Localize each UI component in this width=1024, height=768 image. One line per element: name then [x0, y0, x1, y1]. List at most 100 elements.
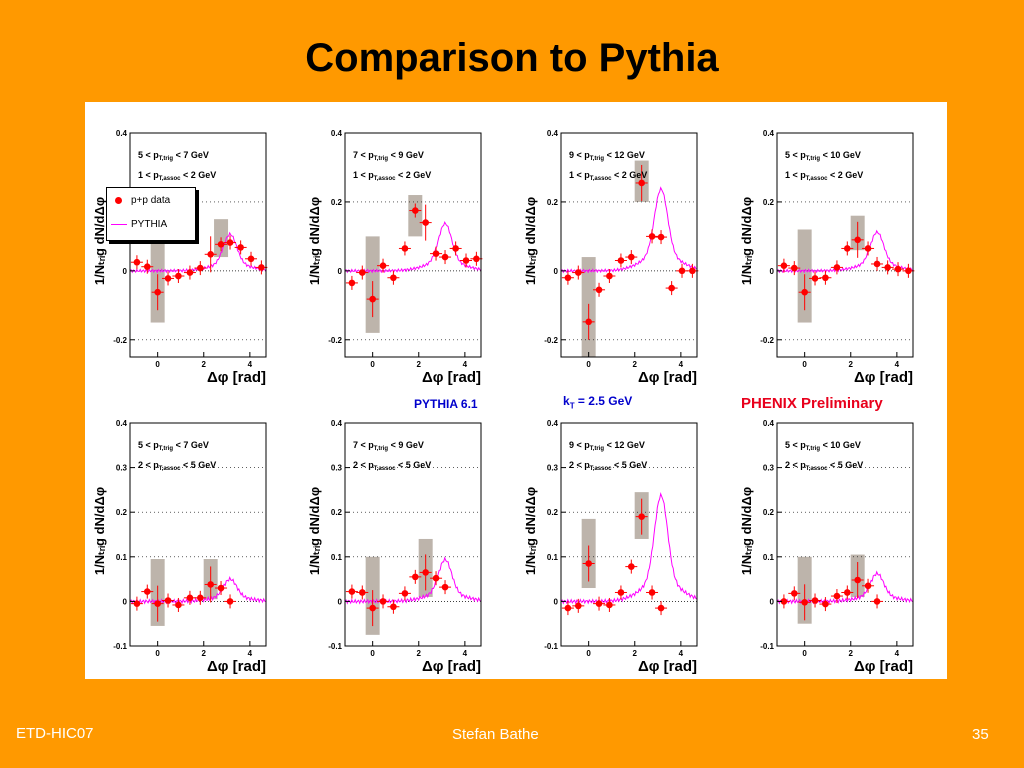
data-point	[790, 590, 798, 597]
kt-label: kT = 2.5 GeV	[563, 394, 633, 411]
slide-title: Comparison to Pythia	[305, 36, 719, 80]
data-point	[237, 244, 244, 251]
data-point	[217, 241, 225, 248]
data-point	[854, 236, 861, 244]
data-point	[390, 603, 397, 611]
y-tick-label: 0	[123, 597, 128, 606]
y-tick-label: 0	[123, 267, 128, 276]
data-point	[358, 589, 366, 596]
data-point	[844, 245, 851, 252]
plot-frame	[129, 422, 267, 647]
plot-panel-4: 1/Nₜᵣᵢɡ dN/dΔφ	[92, 422, 267, 647]
legend-data-row: p+p data	[107, 194, 195, 210]
data-point	[441, 253, 449, 261]
data-point	[412, 573, 419, 581]
assoc-subscript: T,assoc	[806, 466, 828, 472]
x-axis-label: Δφ [rad]	[207, 369, 266, 386]
pythia-curve	[344, 556, 482, 605]
data-point	[628, 253, 635, 261]
y-axis-label: 1/Nₜᵣᵢɡ dN/dΔφ	[92, 197, 107, 285]
trig-range: < 12 GeV	[604, 440, 645, 450]
data-point	[422, 569, 429, 576]
data-point	[884, 264, 891, 271]
data-point	[207, 581, 214, 588]
data-point	[801, 288, 808, 296]
footer-author: Stefan Bathe	[452, 726, 539, 743]
x-tick-label: 4	[679, 360, 684, 369]
y-tick-label: 0.4	[116, 419, 128, 428]
data-point	[369, 604, 376, 612]
trig-range: < 9 GeV	[388, 150, 424, 160]
y-tick-label: -0.1	[328, 642, 342, 651]
assoc-subscript: T,assoc	[374, 466, 396, 472]
data-point	[247, 255, 255, 263]
data-point	[833, 592, 841, 600]
data-point	[401, 245, 409, 252]
data-point	[462, 257, 470, 264]
data-point	[648, 589, 656, 596]
data-point	[833, 264, 841, 271]
x-axis-label: Δφ [rad]	[854, 369, 913, 386]
trig-range: < 7 GeV	[173, 440, 209, 450]
data-point	[175, 601, 182, 609]
trigger-range-label: 5 < pT,trig < 10 GeV	[785, 150, 861, 162]
x-axis-label: Δφ [rad]	[638, 369, 697, 386]
y-axis-label: 1/Nₜᵣᵢɡ dN/dΔφ	[523, 197, 538, 285]
assoc-range: < 2 GeV	[395, 170, 431, 180]
kt-value: = 2.5 GeV	[577, 394, 633, 408]
plot-frame	[344, 132, 482, 358]
plot-panel-1: 1/Nₜᵣᵢɡ dN/dΔφ	[307, 132, 483, 358]
legend: p+p data PYTHIA	[106, 187, 196, 241]
data-point	[790, 264, 798, 272]
data-point	[873, 598, 881, 605]
trigger-range-label: 5 < pT,trig < 7 GeV	[138, 150, 209, 162]
data-point	[894, 265, 902, 273]
y-tick-label: 0.4	[763, 129, 775, 138]
assoc-range-label: 1 < pT,assoc < 2 GeV	[785, 170, 863, 182]
data-point	[432, 574, 440, 582]
data-point	[617, 589, 625, 596]
y-tick-label: 0.2	[331, 198, 343, 207]
trig-subscript: T,trig	[806, 446, 821, 452]
data-point	[811, 275, 819, 282]
y-tick-label: 0.1	[547, 553, 559, 562]
data-point	[154, 600, 161, 607]
data-point	[133, 258, 141, 266]
y-tick-label: -0.2	[113, 336, 127, 345]
pythia-curve	[344, 220, 482, 274]
x-tick-label: 0	[586, 649, 591, 658]
trig-range: < 10 GeV	[820, 440, 861, 450]
trig-subscript: T,trig	[374, 156, 389, 162]
pythia-curve	[560, 492, 698, 605]
x-axis-label: Δφ [rad]	[638, 658, 697, 675]
assoc-range-label: 2 < pT,assoc < 5 GeV	[569, 460, 647, 472]
footer-conference: ETD-HIC07	[16, 725, 94, 742]
data-point	[905, 267, 912, 275]
x-axis-label: Δφ [rad]	[422, 369, 481, 386]
data-point	[678, 267, 686, 275]
assoc-range: < 2 GeV	[180, 170, 216, 180]
plot-panel-0: 1/Nₜᵣᵢɡ dN/dΔφ	[92, 132, 268, 358]
data-point	[564, 604, 572, 612]
data-point	[873, 260, 881, 268]
trig-range: < 10 GeV	[820, 150, 861, 160]
y-tick-label: 0.4	[763, 419, 775, 428]
x-tick-label: 0	[586, 360, 591, 369]
x-tick-label: 4	[463, 649, 468, 658]
data-point	[379, 598, 387, 605]
data-point	[379, 262, 387, 269]
data-point	[432, 250, 440, 257]
pythia-version-label: PYTHIA 6.1	[414, 397, 478, 411]
plot-panel-3: 1/Nₜᵣᵢɡ dN/dΔφ	[739, 132, 915, 358]
x-tick-label: 4	[248, 360, 253, 369]
data-point	[574, 269, 582, 276]
trig-subscript: T,trig	[159, 156, 174, 162]
y-axis-label: 1/Nₜᵣᵢɡ dN/dΔφ	[307, 487, 322, 575]
trigger-range-label: 5 < pT,trig < 10 GeV	[785, 440, 861, 452]
x-tick-label: 2	[417, 649, 422, 658]
data-marker-icon	[115, 197, 122, 204]
x-tick-label: 4	[248, 649, 253, 658]
x-tick-label: 0	[802, 649, 807, 658]
assoc-range: < 2 GeV	[611, 170, 647, 180]
trigger-range-label: 9 < pT,trig < 12 GeV	[569, 440, 645, 452]
